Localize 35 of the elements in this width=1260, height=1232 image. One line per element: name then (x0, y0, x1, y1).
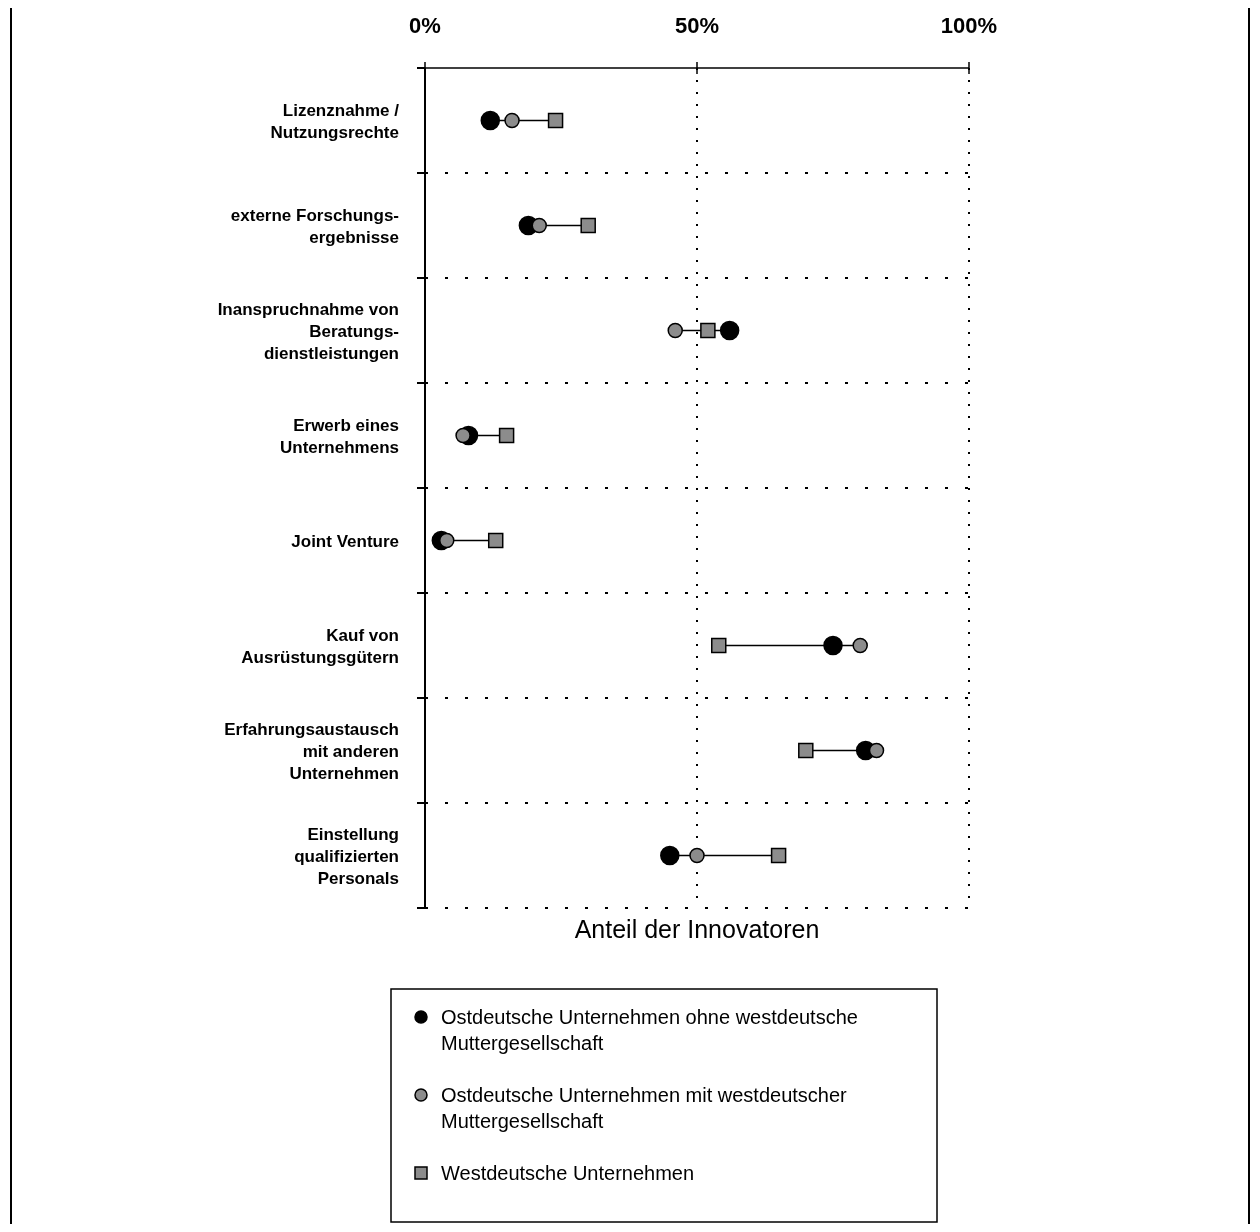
point (504, 112, 520, 129)
y-tick-label: Joint Venture (291, 531, 399, 551)
point (547, 112, 564, 129)
x-axis-title: Anteil der Innovatoren (574, 915, 820, 943)
point (711, 637, 727, 654)
point (770, 847, 787, 864)
y-tick-label: Erwerb eines Unternehmens (279, 415, 399, 457)
legend-label: Ostdeutsche Unternehmen mit westdeutscher Muttergesellschaft (441, 1084, 848, 1132)
point (852, 637, 868, 654)
point (689, 847, 705, 864)
y-tick-label: Erfahrungsaustausch mit anderen Unternehmen (224, 719, 399, 783)
x-tick-label: 50% (674, 13, 720, 38)
y-tick-label: Inanspruchnahme von Beratungs- dienstleistungen (217, 299, 399, 363)
x-tick-label: 0% (409, 13, 441, 38)
point (823, 635, 843, 656)
legend-label: Ostdeutsche Unternehmen ohne westdeutsche Muttergesellschaft (441, 1006, 858, 1054)
y-tick-label: Einstellung qualifizierten Personals (294, 824, 399, 888)
point (480, 110, 501, 131)
point (667, 322, 683, 339)
legend-label: Westdeutsche Unternehmen (441, 1162, 695, 1184)
point (719, 320, 740, 341)
point (660, 845, 680, 866)
point (868, 742, 885, 759)
point (487, 532, 504, 549)
y-tick-label: Kauf von Ausrüstungsgütern (241, 625, 399, 667)
point (798, 742, 814, 759)
y-tick-label: Lizenznahme / Nutzungsrechte (270, 100, 400, 142)
point (531, 217, 547, 234)
point (580, 217, 596, 234)
point (455, 427, 471, 444)
point (498, 427, 515, 444)
point (439, 532, 455, 549)
x-tick-label: 100% (940, 13, 998, 38)
point (700, 322, 716, 339)
y-tick-label: externe Forschungs- ergebnisse (230, 205, 399, 247)
